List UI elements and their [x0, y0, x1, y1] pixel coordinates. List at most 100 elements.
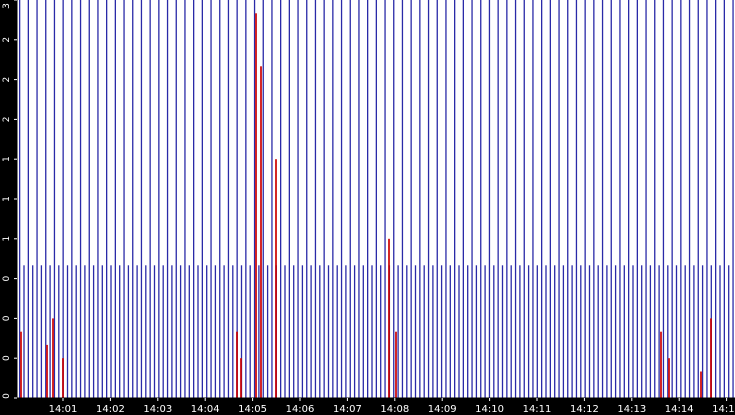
series-a-bar: [397, 265, 399, 398]
series-a-bar: [606, 265, 608, 398]
series-a-bar: [558, 0, 560, 398]
series-a-bar: [532, 0, 534, 398]
series-a-bar: [249, 265, 251, 398]
series-a-bar: [158, 0, 160, 398]
x-tick-label: 14:05: [238, 404, 267, 415]
series-b-bar: [700, 371, 702, 398]
series-a-bar: [266, 265, 269, 398]
series-a-bar: [336, 265, 338, 398]
series-a-bar: [506, 0, 508, 398]
series-a-bar: [40, 265, 43, 398]
x-tick-label: 14:01: [49, 404, 78, 415]
series-a-bar: [132, 0, 134, 398]
series-a-bar: [623, 265, 625, 398]
series-a-bar: [110, 265, 112, 398]
x-tick-label: 14:09: [428, 404, 457, 415]
x-tick-label: 14:07: [333, 404, 362, 415]
series-a-bar: [75, 265, 77, 398]
series-a-bar: [693, 265, 695, 398]
series-a-bar: [323, 0, 325, 398]
series-a-bar: [588, 265, 591, 398]
x-tick-label: 14:13: [617, 404, 646, 415]
series-a-bar: [45, 0, 47, 398]
series-a-bar: [258, 265, 260, 398]
series-a-bar: [101, 265, 103, 398]
series-a-bar: [671, 0, 673, 398]
series-a-bar: [284, 265, 286, 398]
series-a-bar: [697, 0, 699, 398]
series-a-bar: [345, 265, 347, 398]
series-a-bar: [127, 265, 130, 398]
series-a-bar: [66, 265, 69, 398]
series-a-bar: [162, 265, 164, 398]
series-a-bar: [358, 0, 360, 398]
x-tick-label: 14:15: [712, 404, 735, 415]
series-b-bar: [52, 318, 54, 398]
series-a-bar: [662, 0, 665, 398]
y-axis-ticks: 0 0 0 0 1 1 1 2 2 2 3: [2, 0, 17, 399]
series-b-bar: [275, 159, 277, 398]
series-a-bar: [62, 0, 64, 398]
series-a-bar: [593, 0, 595, 398]
series-a-bar: [445, 0, 447, 398]
series-a-bar: [49, 265, 51, 398]
series-a-bar: [554, 265, 556, 398]
series-a-bar: [79, 0, 82, 398]
series-b-bars: [20, 13, 712, 399]
series-a-bar: [140, 0, 143, 398]
x-axis-ticks: 14:01 14:02 14:03 14:04 14:05 14:06 14:07 14:08…: [49, 398, 735, 415]
series-a-bar: [371, 265, 373, 398]
series-b-bar: [236, 331, 238, 398]
series-a-bar: [632, 265, 634, 398]
series-a-bar: [475, 265, 478, 398]
series-a-bar: [179, 265, 182, 398]
series-a-bar: [414, 265, 417, 398]
series-a-bar: [288, 0, 290, 398]
series-a-bar: [327, 265, 330, 398]
series-a-bar: [293, 265, 295, 398]
series-a-bar: [541, 0, 543, 398]
series-a-bar: [527, 265, 530, 398]
series-a-bar: [427, 0, 430, 398]
series-a-bar: [580, 265, 582, 398]
series-a-bar: [619, 0, 621, 398]
series-a-bar: [314, 0, 317, 398]
x-tick-label: 14:12: [570, 404, 599, 415]
series-a-bar: [493, 265, 495, 398]
series-a-bar: [123, 0, 125, 398]
series-a-bar: [419, 0, 421, 398]
series-a-bar: [732, 0, 734, 398]
series-a-bar: [688, 0, 691, 398]
series-b-bar: [20, 331, 22, 398]
series-a-bar: [36, 0, 38, 398]
series-a-bar: [219, 0, 221, 398]
series-a-bar: [106, 0, 108, 398]
series-b-bar: [395, 331, 397, 398]
series-a-bar: [575, 0, 578, 398]
series-a-bar: [32, 265, 34, 398]
series-a-bar: [171, 265, 173, 398]
series-a-bar: [567, 0, 569, 398]
series-a-bar: [92, 265, 95, 398]
series-a-bar: [628, 0, 630, 398]
x-tick-label: 14:11: [523, 404, 552, 415]
y-tick-label: 2: [2, 37, 12, 43]
series-a-bar: [210, 0, 212, 398]
series-a-bar: [614, 265, 617, 398]
series-a-bar: [353, 265, 356, 398]
series-a-bar: [471, 0, 473, 398]
series-b-bar: [240, 358, 242, 398]
series-a-bar: [362, 265, 364, 398]
series-a-bar: [484, 265, 486, 398]
series-a-bar: [510, 265, 512, 398]
series-a-bar: [114, 0, 116, 398]
series-a-bar: [166, 0, 169, 398]
series-a-bar: [723, 0, 725, 398]
series-a-bar: [458, 265, 460, 398]
series-a-bar: [23, 265, 25, 398]
series-a-bar: [667, 265, 669, 398]
series-a-bar: [193, 0, 195, 398]
x-tick-label: 14:03: [143, 404, 172, 415]
x-tick-label: 14:14: [665, 404, 694, 415]
series-a-bar: [715, 0, 717, 398]
